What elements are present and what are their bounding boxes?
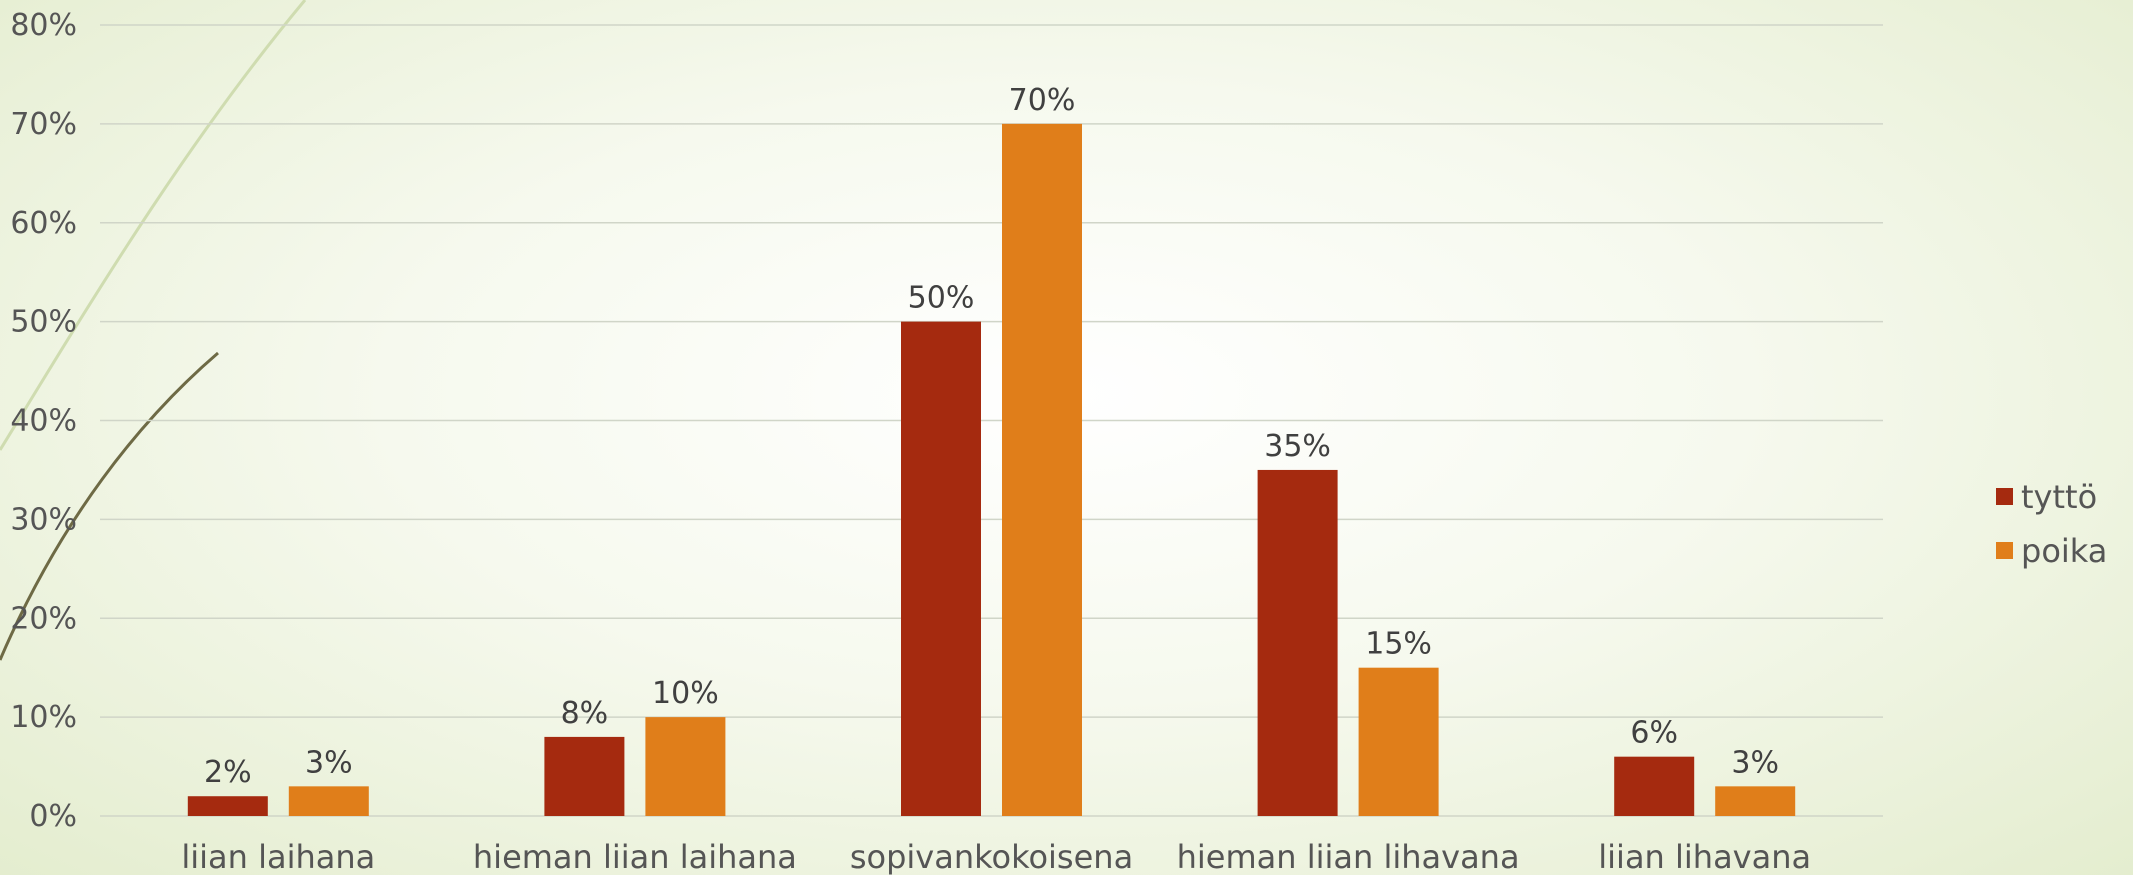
bar-tytto [1257, 469, 1338, 816]
y-tick-label: 40% [10, 404, 77, 439]
bar-poika [1002, 123, 1082, 816]
bar-tytto [1614, 756, 1695, 816]
legend-label-poika: poika [2021, 532, 2107, 570]
data-label-tytto: 50% [908, 281, 975, 316]
legend: tyttö poika [1996, 478, 2107, 570]
data-label-poika: 10% [652, 676, 719, 711]
y-tick-label: 10% [10, 700, 77, 735]
data-label-tytto: 8% [561, 696, 609, 731]
data-label-tytto: 35% [1264, 429, 1331, 464]
y-tick-label: 60% [10, 206, 77, 241]
category-label: hieman liian laihana [473, 838, 797, 875]
category-label: liian lihavana [1598, 838, 1811, 875]
bar-poika [1358, 667, 1439, 816]
legend-label-tytto: tyttö [2021, 478, 2097, 516]
bar-tytto [187, 796, 268, 816]
y-tick-label: 30% [10, 502, 77, 537]
y-tick-label: 50% [10, 305, 77, 340]
data-label-tytto: 6% [1630, 716, 1678, 751]
bar-tytto [901, 321, 981, 816]
bar-poika [1715, 786, 1796, 816]
legend-swatch-tytto [1996, 488, 2013, 505]
category-label: hieman liian lihavana [1177, 838, 1520, 875]
y-axis-tick-labels: 0% 10% 20% 30% 40% 50% 60% 70% 80% [10, 8, 77, 834]
data-label-poika: 15% [1365, 627, 1432, 662]
category-label: liian laihana [181, 838, 375, 875]
background-decoration [0, 0, 307, 661]
bar-poika [288, 786, 369, 816]
decor-swoosh-dark [0, 351, 219, 661]
data-label-tytto: 2% [204, 755, 252, 790]
y-tick-label: 20% [10, 601, 77, 636]
bars [187, 123, 1796, 816]
category-labels: liian laihana hieman liian laihana sopivan… [181, 838, 1811, 875]
data-label-poika: 3% [305, 745, 353, 780]
data-labels: 2% 3% 8% 10% 50% 70% 35% 15% 6% 3% [204, 83, 1779, 790]
legend-swatch-poika [1996, 542, 2013, 559]
y-tick-label: 0% [29, 799, 77, 834]
y-tick-label: 70% [10, 107, 77, 142]
y-tick-label: 80% [10, 8, 77, 43]
decor-swoosh-light [0, 0, 307, 451]
bar-poika [645, 717, 726, 816]
data-label-poika: 3% [1731, 745, 1779, 780]
category-label: sopivankokoisena [850, 838, 1133, 875]
data-label-poika: 70% [1009, 83, 1076, 118]
gridlines [100, 24, 1883, 817]
bar-tytto [544, 736, 625, 816]
